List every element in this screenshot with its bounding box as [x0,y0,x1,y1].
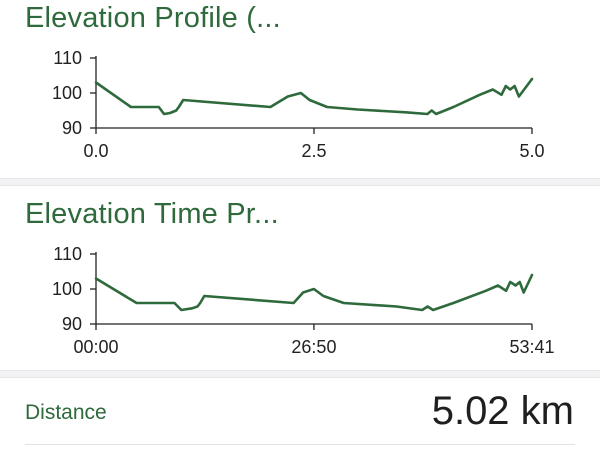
x-tick-label: 53:41 [509,337,554,357]
elevation-series-line [94,273,534,312]
x-tick-label: 5.0 [519,141,544,161]
elevation-time-chart: 90 100 110 00:00 26:50 53:41 [52,244,555,357]
y-tick-label: 110 [53,244,82,264]
elevation-series-line [94,77,534,116]
section-separator [0,370,600,378]
elevation-profile-card[interactable]: Elevation Profile (... 90 100 110 0.0 2.5 5.0 [0,0,600,178]
row-divider [25,444,575,445]
y-tick-label: 90 [62,314,82,334]
x-tick-label: 00:00 [73,337,118,357]
elevation-time-profile-card[interactable]: Elevation Time Pr... 90 100 110 00:00 26:50 5… [0,186,600,370]
y-tick-label: 100 [52,83,82,103]
distance-label: Distance [25,401,107,424]
chart-title: Elevation Time Pr... [25,198,279,230]
x-tick-label: 0.0 [83,141,108,161]
distance-row: Distance 5.02 km [0,379,600,450]
chart-title: Elevation Profile (... [25,2,281,34]
section-separator [0,178,600,186]
x-tick-label: 2.5 [301,141,326,161]
y-tick-label: 110 [53,48,82,68]
x-tick-label: 26:50 [291,337,336,357]
elevation-profile-chart: 90 100 110 0.0 2.5 5.0 [52,48,545,161]
distance-value: 5.02 km [431,389,574,433]
y-tick-label: 100 [52,279,82,299]
y-tick-label: 90 [62,118,82,138]
